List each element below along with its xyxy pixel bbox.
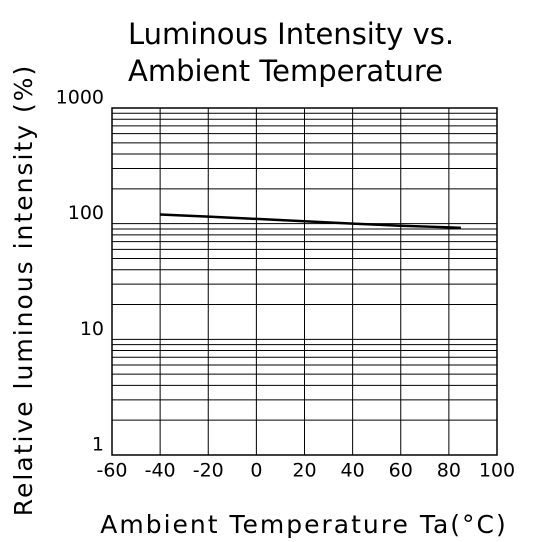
plot-frame	[111, 107, 498, 456]
x-tick-label: -60	[96, 460, 127, 482]
chart-title: Luminous Intensity vs.	[128, 17, 454, 51]
x-tick-label: 40	[341, 460, 365, 482]
x-tick-label: 60	[389, 460, 413, 482]
y-tick-label: 10	[80, 318, 104, 340]
y-tick-label: 1	[92, 434, 104, 456]
x-tick-label: 20	[292, 460, 316, 482]
chart-title: Ambient Temperature	[128, 54, 443, 88]
y-axis-label: Relative luminous intensity (%)	[9, 64, 38, 516]
y-tick-label: 100	[68, 202, 104, 224]
x-tick-label: 100	[479, 460, 515, 482]
x-tick-label: -20	[193, 460, 224, 482]
x-tick-label: -40	[145, 460, 176, 482]
data-line	[160, 213, 461, 230]
x-tick-label: 80	[437, 460, 461, 482]
x-tick-label: 0	[250, 460, 262, 482]
y-tick-label: 1000	[56, 87, 104, 109]
x-axis-label: Ambient Temperature Ta(°C)	[100, 510, 507, 539]
